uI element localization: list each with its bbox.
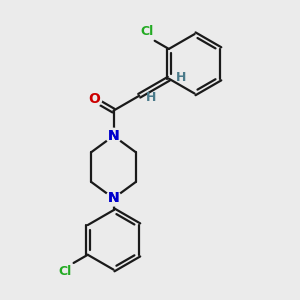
- Text: N: N: [108, 129, 119, 143]
- Text: N: N: [108, 129, 119, 143]
- Circle shape: [87, 92, 102, 107]
- Circle shape: [106, 191, 121, 206]
- Text: O: O: [88, 92, 100, 106]
- Text: Cl: Cl: [140, 26, 153, 38]
- Circle shape: [106, 128, 121, 143]
- Text: N: N: [108, 191, 119, 205]
- Text: N: N: [108, 191, 119, 205]
- Circle shape: [106, 128, 121, 143]
- Text: Cl: Cl: [59, 265, 72, 278]
- Circle shape: [106, 191, 121, 206]
- Text: H: H: [146, 91, 156, 104]
- Text: H: H: [176, 71, 186, 84]
